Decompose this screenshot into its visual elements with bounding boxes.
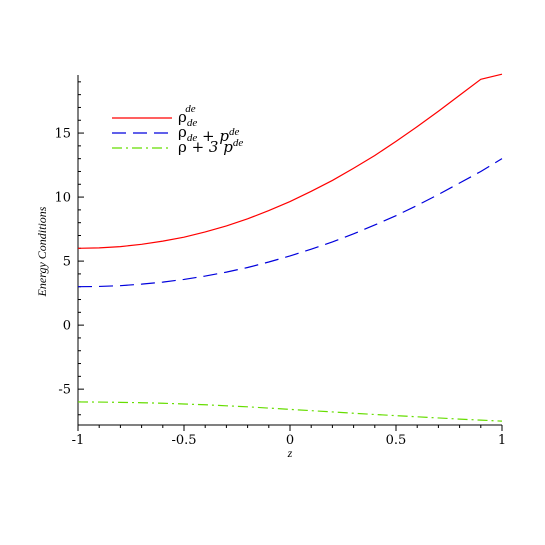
x-tick-label: 0.5 <box>386 433 407 448</box>
legend-label-3: ρ + 3 pde <box>178 137 243 156</box>
x-tick-label: 1 <box>498 433 506 448</box>
legend-label-1: ρdede <box>178 103 197 129</box>
series-lines <box>77 73 503 422</box>
x-axis-label: z <box>287 446 293 460</box>
legend-label-2: ρde + pde <box>178 123 239 145</box>
series-line-2 <box>77 158 503 288</box>
x-tick-label: -0.5 <box>171 433 196 448</box>
x-ticks: -1 -0.5 0 0.5 1 <box>72 425 506 448</box>
y-tick-label: -5 <box>58 383 71 398</box>
x-tick-label: 0 <box>286 433 294 448</box>
x-tick-label: -1 <box>72 433 85 448</box>
y-tick-label: 10 <box>54 191 71 206</box>
y-axis-label: Energy Conditions <box>35 206 49 297</box>
series-line-1 <box>77 73 503 249</box>
y-tick-label: 5 <box>63 255 71 270</box>
y-tick-label: 15 <box>54 127 71 142</box>
y-tick-label: 0 <box>63 319 71 334</box>
